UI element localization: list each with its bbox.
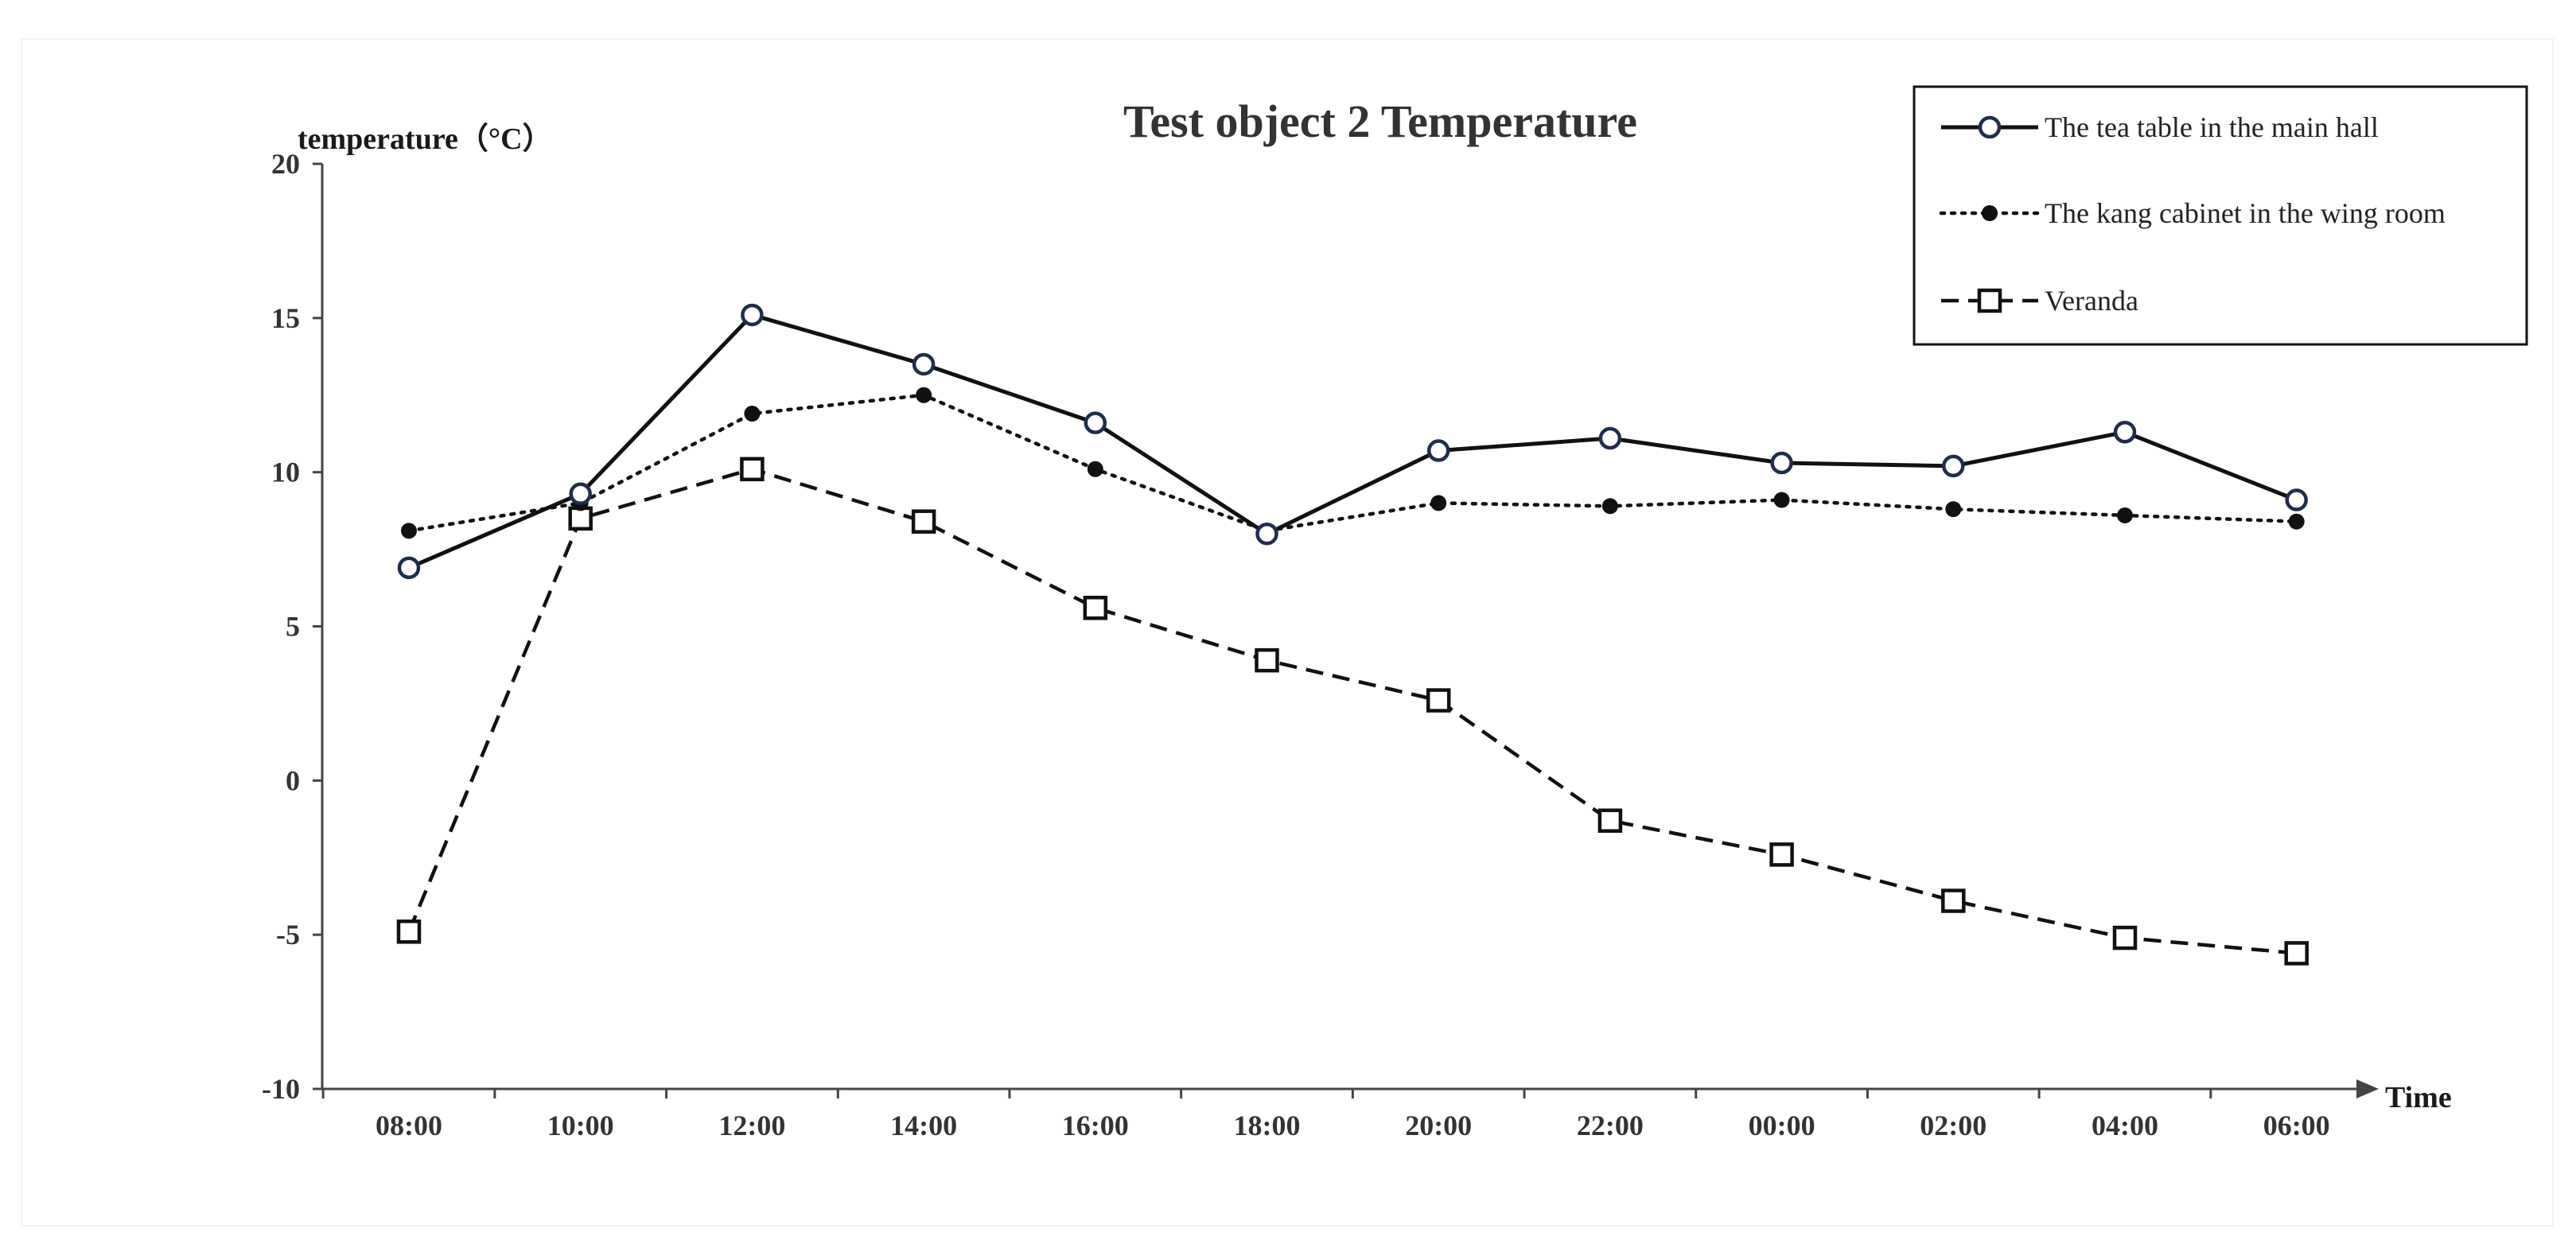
data-point (1598, 426, 1622, 450)
y-tick-label: 15 (271, 302, 300, 334)
x-tick-label: 16:00 (1062, 1110, 1129, 1141)
data-point (1941, 888, 1966, 913)
legend-swatch-marker (1977, 288, 2002, 313)
x-tick-label: 22:00 (1577, 1110, 1644, 1141)
legend-entry: The tea table in the main hall (1941, 111, 2379, 143)
series-line (407, 393, 2298, 533)
data-point (397, 556, 421, 580)
data-point (740, 457, 765, 482)
data-point (1084, 411, 1107, 434)
x-axis-arrowhead (2356, 1079, 2379, 1098)
data-point (1426, 439, 1450, 462)
data-point (1255, 647, 1279, 673)
data-point (1083, 595, 1108, 620)
data-point (2288, 513, 2305, 530)
data-point (401, 523, 417, 539)
data-point (2117, 507, 2133, 523)
data-point (1769, 842, 1794, 867)
data-point (396, 919, 422, 944)
x-tick-label: 00:00 (1749, 1110, 1815, 1141)
data-point (2113, 421, 2137, 444)
series-2 (401, 387, 2305, 539)
y-tick-label: -5 (276, 919, 300, 951)
legend-label: Veranda (2045, 285, 2138, 317)
series-line (408, 313, 2298, 570)
x-tick-label: 06:00 (2263, 1110, 2330, 1141)
data-point (569, 482, 592, 506)
y-tick-label: 0 (286, 764, 300, 796)
x-tick-label: 08:00 (376, 1110, 442, 1141)
data-point (912, 352, 936, 376)
legend-entry: The kang cabinet in the wing room (1939, 197, 2446, 229)
data-point (916, 387, 932, 403)
data-point (1087, 461, 1103, 477)
data-point (568, 506, 593, 531)
y-tick-label: 5 (286, 611, 300, 643)
legend-swatch-marker (1982, 205, 1998, 221)
data-point (1945, 501, 1962, 518)
x-axis-title: Time (2385, 1081, 2452, 1114)
x-axis-ticks: 08:00 10:00 12:00 14:00 16:00 18:00 20:00 22:00… (321, 1089, 2330, 1141)
series-1 (397, 303, 2308, 580)
series-3 (396, 457, 2309, 966)
chart-title: Test object 2 Temperature (1123, 95, 1637, 147)
y-axis-ticks: -10 -5 0 5 10 15 20 (262, 148, 322, 1105)
data-point (1597, 808, 1623, 833)
data-point (2285, 488, 2308, 511)
x-tick-label: 18:00 (1234, 1110, 1301, 1141)
data-point (1255, 522, 1278, 546)
y-tick-label: -10 (262, 1073, 300, 1105)
x-tick-label: 20:00 (1405, 1110, 1472, 1141)
data-point (1942, 454, 1965, 478)
legend-box (1913, 85, 2528, 346)
data-point (1426, 688, 1451, 713)
data-point (744, 406, 761, 422)
data-point (2112, 925, 2138, 951)
data-point (1773, 492, 1790, 508)
x-tick-label: 14:00 (890, 1110, 957, 1141)
x-tick-label: 10:00 (547, 1110, 614, 1141)
legend: The tea table in the main hall The kang c… (1913, 85, 2528, 346)
data-point (2284, 941, 2309, 966)
legend-entry: Veranda (1941, 285, 2138, 317)
series-line (407, 467, 2297, 955)
legend-label: The tea table in the main hall (2045, 111, 2379, 143)
legend-swatch-marker (1978, 115, 2002, 139)
series-layer (396, 303, 2309, 966)
x-tick-label: 12:00 (718, 1110, 785, 1141)
data-point (1601, 498, 1618, 515)
data-point (741, 303, 764, 327)
data-point (911, 509, 936, 534)
y-axis-title: temperature（°C） (298, 122, 553, 156)
data-point (1770, 451, 1793, 475)
x-tick-label: 02:00 (1920, 1110, 1986, 1141)
y-tick-label: 20 (271, 148, 300, 180)
x-tick-label: 04:00 (2092, 1110, 2158, 1141)
legend-label: The kang cabinet in the wing room (2045, 197, 2446, 229)
legend-items: The tea table in the main hall The kang c… (1939, 111, 2446, 317)
data-point (1430, 495, 1447, 511)
y-tick-label: 10 (271, 457, 300, 488)
